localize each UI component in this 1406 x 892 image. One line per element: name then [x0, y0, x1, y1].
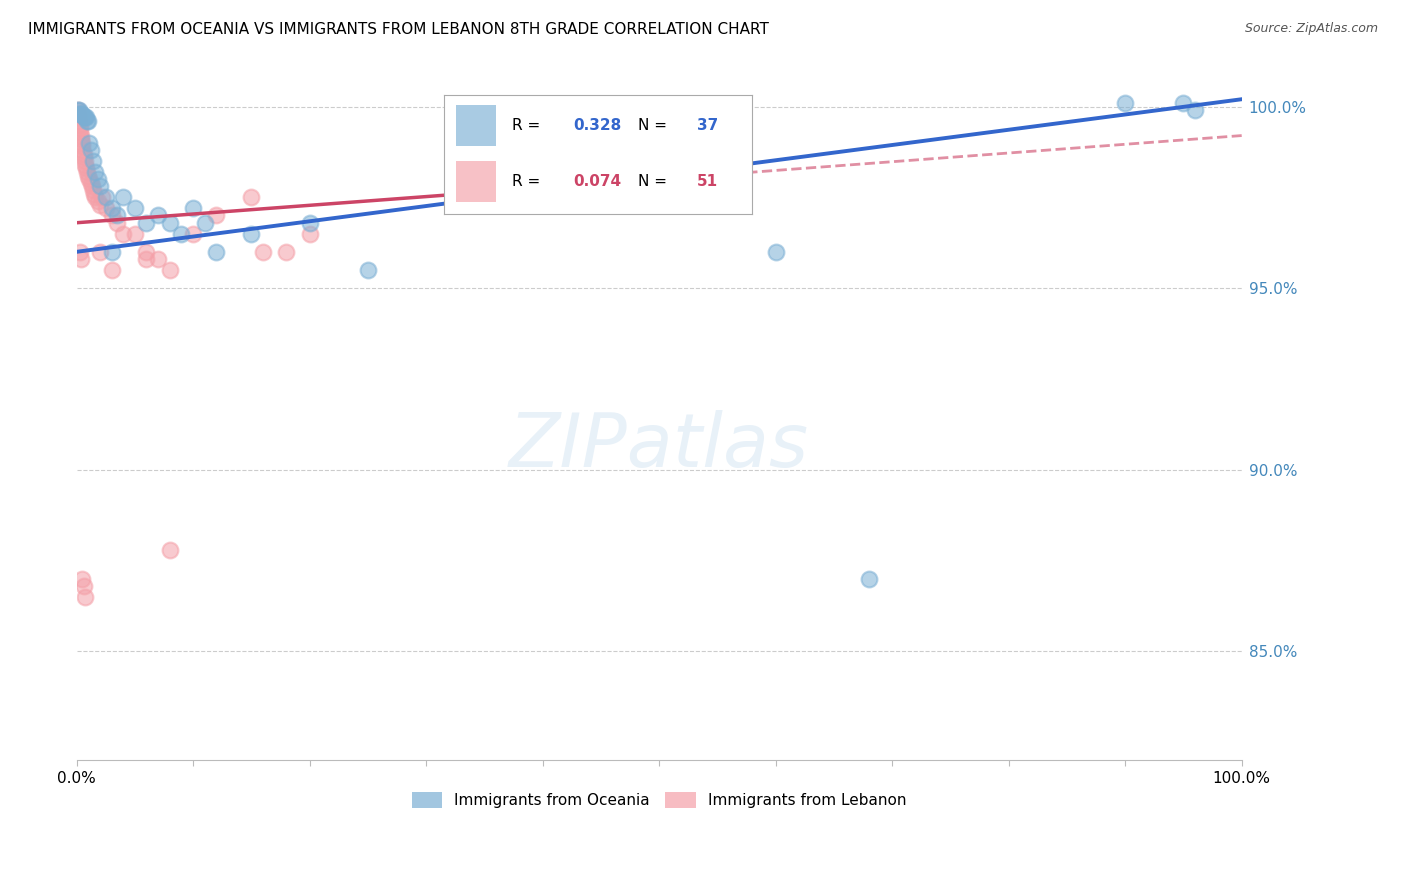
- Point: [159, 542, 181, 557]
- Point: [170, 227, 193, 241]
- Point: [80, 179, 103, 194]
- Point: [66, 103, 89, 117]
- Point: [79, 172, 101, 186]
- Point: [72, 139, 94, 153]
- Point: [76, 165, 98, 179]
- Point: [69, 121, 91, 136]
- Point: [112, 190, 135, 204]
- Point: [105, 209, 128, 223]
- Point: [66, 103, 89, 117]
- Point: [79, 143, 101, 157]
- Point: [69, 118, 91, 132]
- Point: [79, 136, 101, 150]
- Point: [1184, 103, 1206, 117]
- Point: [298, 227, 321, 241]
- Point: [86, 194, 108, 208]
- Text: Source: ZipAtlas.com: Source: ZipAtlas.com: [1244, 22, 1378, 36]
- Point: [100, 244, 122, 259]
- Point: [181, 201, 204, 215]
- Point: [75, 111, 97, 125]
- Point: [72, 150, 94, 164]
- Point: [77, 114, 100, 128]
- Point: [72, 136, 94, 150]
- Point: [100, 201, 122, 215]
- Point: [89, 197, 111, 211]
- Point: [72, 107, 94, 121]
- Point: [298, 216, 321, 230]
- Point: [82, 183, 104, 197]
- Point: [72, 579, 94, 593]
- Point: [69, 107, 91, 121]
- Point: [69, 244, 91, 259]
- Point: [252, 244, 274, 259]
- Point: [146, 252, 169, 266]
- Point: [79, 176, 101, 190]
- Point: [67, 111, 90, 125]
- Text: IMMIGRANTS FROM OCEANIA VS IMMIGRANTS FROM LEBANON 8TH GRADE CORRELATION CHART: IMMIGRANTS FROM OCEANIA VS IMMIGRANTS FR…: [28, 22, 769, 37]
- Point: [73, 158, 96, 172]
- Point: [100, 263, 122, 277]
- Point: [159, 263, 181, 277]
- Point: [94, 190, 117, 204]
- Point: [72, 572, 94, 586]
- Point: [72, 146, 94, 161]
- Point: [276, 244, 298, 259]
- Point: [858, 572, 880, 586]
- Point: [70, 128, 93, 143]
- Point: [82, 153, 104, 168]
- Text: ZIPatlas: ZIPatlas: [509, 410, 810, 483]
- Point: [70, 107, 93, 121]
- Point: [73, 111, 96, 125]
- Point: [89, 179, 111, 194]
- Point: [159, 216, 181, 230]
- Point: [1114, 95, 1136, 110]
- Point: [76, 114, 98, 128]
- Point: [91, 190, 114, 204]
- Point: [70, 132, 93, 146]
- Point: [84, 165, 107, 179]
- Point: [105, 216, 128, 230]
- Point: [69, 125, 91, 139]
- Point: [70, 252, 93, 266]
- Point: [765, 244, 787, 259]
- Point: [86, 172, 108, 186]
- Point: [67, 114, 90, 128]
- Point: [146, 209, 169, 223]
- Point: [205, 209, 228, 223]
- Point: [94, 201, 117, 215]
- Point: [84, 190, 107, 204]
- Point: [1173, 95, 1195, 110]
- Point: [73, 590, 96, 604]
- Point: [240, 227, 263, 241]
- Point: [135, 252, 157, 266]
- Point: [124, 227, 146, 241]
- Point: [194, 216, 217, 230]
- Point: [72, 111, 94, 125]
- Point: [181, 227, 204, 241]
- Point: [83, 186, 105, 201]
- Legend: Immigrants from Oceania, Immigrants from Lebanon: Immigrants from Oceania, Immigrants from…: [405, 786, 912, 814]
- Point: [66, 107, 89, 121]
- Point: [73, 153, 96, 168]
- Point: [72, 143, 94, 157]
- Point: [67, 103, 90, 117]
- Point: [240, 190, 263, 204]
- Point: [205, 244, 228, 259]
- Point: [89, 244, 111, 259]
- Point: [124, 201, 146, 215]
- Point: [112, 227, 135, 241]
- Point: [135, 216, 157, 230]
- Point: [77, 169, 100, 183]
- Point: [357, 263, 380, 277]
- Point: [135, 244, 157, 259]
- Point: [100, 209, 122, 223]
- Point: [75, 161, 97, 176]
